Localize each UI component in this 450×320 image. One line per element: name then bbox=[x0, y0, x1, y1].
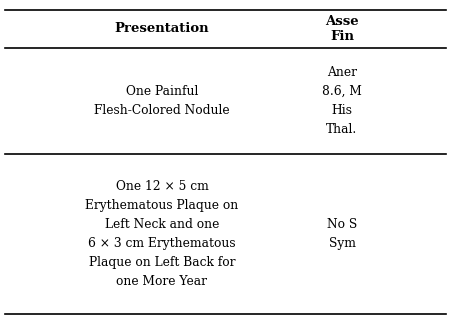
Text: Aner
8.6, M
His
Thal.: Aner 8.6, M His Thal. bbox=[322, 66, 362, 136]
Text: Asse
Fin: Asse Fin bbox=[325, 15, 359, 43]
Text: Presentation: Presentation bbox=[115, 22, 209, 35]
Text: One 12 × 5 cm
Erythematous Plaque on
Left Neck and one
6 × 3 cm Erythematous
Pla: One 12 × 5 cm Erythematous Plaque on Lef… bbox=[86, 180, 238, 288]
Text: One Painful
Flesh-Colored Nodule: One Painful Flesh-Colored Nodule bbox=[94, 85, 230, 117]
Text: No S
Sym: No S Sym bbox=[327, 218, 357, 250]
